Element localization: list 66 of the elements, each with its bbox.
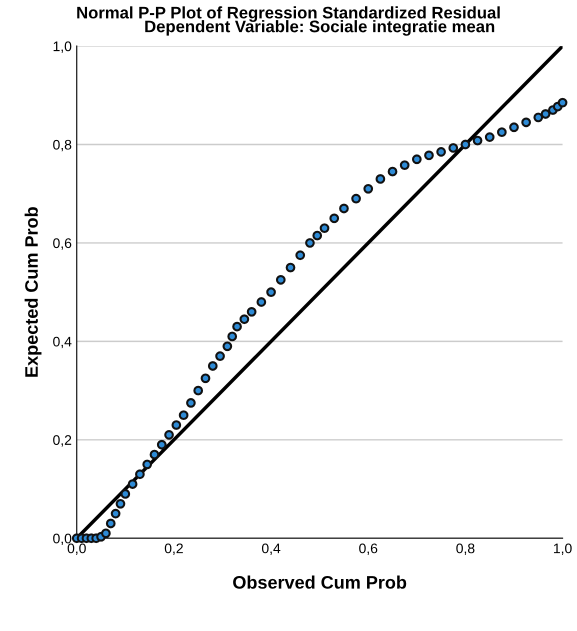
- point: [558, 98, 568, 108]
- point: [295, 250, 306, 260]
- point: [286, 262, 296, 272]
- point: [106, 518, 116, 528]
- point: [110, 508, 120, 518]
- y-tick-label: 0,2: [53, 435, 72, 447]
- point: [200, 373, 210, 384]
- x-tick-label: 1,0: [554, 543, 572, 555]
- point: [276, 275, 286, 285]
- y-tick-label: 0,8: [53, 140, 72, 152]
- point: [388, 166, 398, 176]
- point: [540, 109, 550, 119]
- point: [351, 194, 361, 204]
- point: [150, 450, 160, 460]
- point: [232, 322, 242, 332]
- point: [208, 361, 218, 371]
- x-axis-title: Observed Cum Prob: [233, 575, 406, 589]
- x-tick-label: 0,2: [164, 543, 183, 555]
- point: [376, 174, 386, 184]
- x-tick-label: 0,6: [359, 543, 378, 555]
- point: [448, 143, 458, 153]
- point: [256, 297, 266, 307]
- y-tick-label: 0,0: [53, 534, 72, 546]
- point: [339, 204, 349, 214]
- point: [266, 287, 276, 297]
- point: [496, 127, 507, 138]
- point: [312, 230, 322, 240]
- y-tick-label: 0,6: [53, 238, 72, 250]
- point: [116, 498, 126, 509]
- point: [412, 154, 422, 164]
- point: [363, 184, 374, 194]
- point: [305, 238, 315, 248]
- point: [178, 410, 188, 420]
- chart-subtitle: Dependent Variable: Sociale integratie mean: [145, 20, 494, 36]
- x-tick-label: 0,8: [456, 543, 474, 555]
- point: [186, 398, 196, 408]
- point: [246, 306, 256, 317]
- y-tick-label: 1,0: [54, 41, 72, 53]
- point: [101, 528, 111, 538]
- point: [320, 223, 330, 234]
- point: [227, 332, 238, 342]
- x-tick-label: 0,0: [68, 543, 86, 555]
- x-tick-label: 0,4: [262, 543, 280, 555]
- point: [533, 112, 544, 122]
- point: [460, 140, 470, 150]
- point: [120, 489, 130, 499]
- point: [222, 341, 232, 352]
- point: [436, 147, 446, 157]
- point: [164, 430, 174, 440]
- point: [509, 122, 519, 132]
- point: [400, 160, 410, 170]
- point: [215, 351, 225, 361]
- point: [156, 440, 167, 450]
- point: [329, 213, 340, 224]
- point: [142, 460, 152, 470]
- y-tick-label: 0,4: [53, 336, 72, 348]
- y-axis-title: Expected Cum Prob: [24, 207, 42, 377]
- point: [424, 150, 434, 160]
- point: [128, 479, 138, 489]
- point: [472, 136, 482, 146]
- point: [521, 118, 531, 128]
- point: [240, 314, 250, 324]
- point: [193, 386, 204, 396]
- point: [135, 469, 145, 480]
- point: [171, 420, 182, 430]
- point: [484, 132, 495, 142]
